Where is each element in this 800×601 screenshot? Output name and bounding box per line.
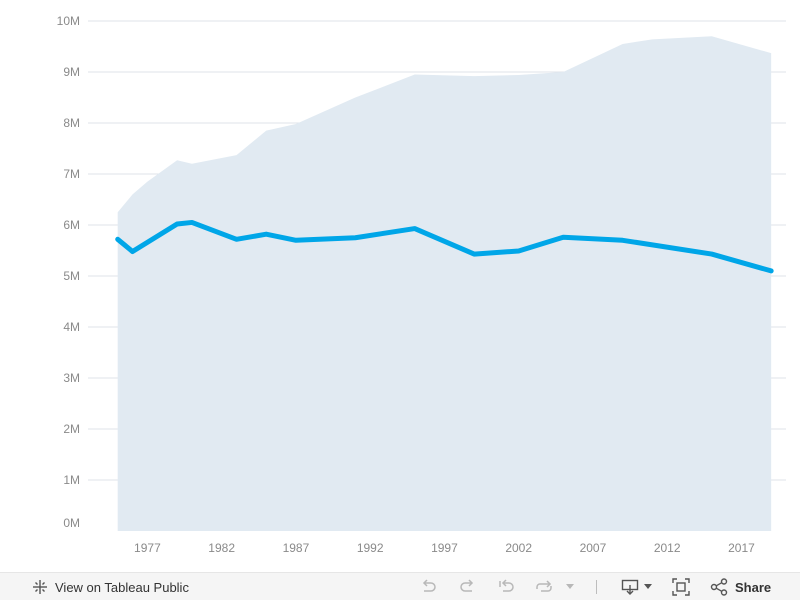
y-tick-label: 4M	[63, 320, 80, 334]
caret-down-icon	[644, 584, 652, 589]
redo-icon	[460, 579, 474, 592]
undo-button[interactable]	[420, 573, 438, 601]
chart: 0M 1M 2M 3M 4M 5M 6M 7M 8M 9M 10M 1977 1982 1987 1992…	[57, 14, 786, 555]
share-button[interactable]: Share	[710, 573, 771, 601]
y-tick-label: 10M	[57, 14, 80, 28]
revert-button[interactable]	[497, 573, 515, 601]
y-axis-labels: 0M 1M 2M 3M 4M 5M 6M 7M 8M 9M 10M	[57, 14, 80, 530]
chart-marks	[115, 36, 774, 532]
caret-down-icon	[566, 584, 574, 589]
tableau-icon	[32, 579, 48, 595]
x-tick-label: 2012	[654, 541, 681, 555]
y-tick-label: 5M	[63, 269, 80, 283]
refresh-icon	[536, 580, 552, 592]
y-tick-label: 6M	[63, 218, 80, 232]
line-series	[115, 219, 774, 274]
view-on-tableau-link[interactable]: View on Tableau Public	[32, 573, 189, 601]
refresh-button[interactable]	[535, 573, 553, 601]
x-tick-label: 1997	[431, 541, 458, 555]
x-tick-label: 1992	[357, 541, 384, 555]
x-tick-label: 1982	[208, 541, 235, 555]
x-tick-label: 1987	[283, 541, 310, 555]
share-icon	[710, 578, 728, 596]
fullscreen-icon	[672, 578, 690, 596]
refresh-dropdown[interactable]	[565, 573, 575, 601]
toolbar-divider	[596, 580, 597, 594]
x-axis-labels: 1977 1982 1987 1992 1997 2002 2007 2012 2017	[134, 541, 755, 555]
view-on-tableau-label: View on Tableau Public	[55, 579, 189, 595]
tableau-toolbar: View on Tableau Public	[0, 572, 800, 600]
x-tick-label: 2017	[728, 541, 755, 555]
undo-icon	[422, 579, 436, 592]
area-series	[117, 36, 772, 532]
y-tick-label: 3M	[63, 371, 80, 385]
y-tick-label: 2M	[63, 422, 80, 436]
y-tick-label: 8M	[63, 116, 80, 130]
x-tick-label: 2007	[580, 541, 607, 555]
y-tick-label: 1M	[63, 473, 80, 487]
download-button[interactable]	[621, 573, 653, 601]
x-tick-label: 1977	[134, 541, 161, 555]
y-tick-label: 7M	[63, 167, 80, 181]
redo-button[interactable]	[458, 573, 476, 601]
share-label: Share	[735, 579, 772, 595]
fullscreen-button[interactable]	[672, 573, 690, 601]
y-tick-label: 9M	[63, 65, 80, 79]
download-icon	[621, 579, 639, 595]
x-tick-label: 2002	[505, 541, 532, 555]
y-tick-label: 0M	[63, 516, 80, 530]
revert-icon	[499, 579, 514, 592]
